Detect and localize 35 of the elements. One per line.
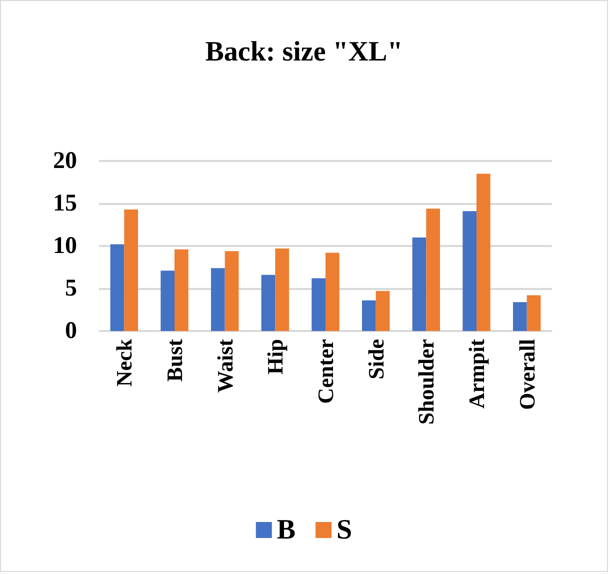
bar bbox=[174, 249, 188, 331]
legend-label: B bbox=[276, 514, 296, 546]
x-tick-label: Neck bbox=[112, 338, 137, 387]
bar bbox=[124, 209, 138, 331]
bar bbox=[261, 274, 276, 331]
y-tick-label: 0 bbox=[65, 318, 77, 344]
y-tick-label: 5 bbox=[65, 276, 77, 302]
bar bbox=[412, 238, 426, 331]
x-tick-label: Center bbox=[313, 338, 338, 404]
bar bbox=[160, 270, 174, 331]
chart-title: Back: size "XL" bbox=[205, 36, 403, 68]
x-tick-label: Side bbox=[363, 338, 388, 380]
x-tick-label: Overall bbox=[514, 339, 540, 410]
y-tick-label: 20 bbox=[53, 148, 77, 174]
bar bbox=[426, 208, 440, 331]
bar bbox=[110, 244, 124, 331]
bar bbox=[362, 300, 376, 331]
x-tick-label: Armpit bbox=[464, 338, 489, 409]
bar bbox=[376, 291, 390, 331]
y-tick-label: 15 bbox=[53, 190, 77, 216]
bar bbox=[312, 278, 326, 331]
bar bbox=[224, 251, 239, 331]
bar bbox=[462, 211, 476, 331]
bar bbox=[275, 248, 290, 331]
bar bbox=[512, 302, 527, 331]
bar bbox=[526, 295, 541, 331]
y-tick-label: 10 bbox=[53, 233, 77, 259]
x-tick-label: Shoulder bbox=[414, 338, 439, 425]
x-tick-label: Hip bbox=[262, 339, 288, 374]
bar bbox=[326, 252, 340, 331]
legend-label: S bbox=[336, 514, 352, 546]
bar bbox=[210, 268, 225, 331]
x-tick-label: Waist bbox=[212, 338, 238, 393]
x-tick-label: Bust bbox=[162, 338, 187, 382]
bar bbox=[476, 174, 490, 331]
